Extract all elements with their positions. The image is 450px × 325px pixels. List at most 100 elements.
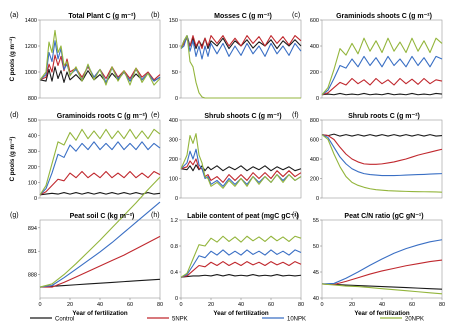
panel-letter: (h) [151,212,160,219]
y-tick-label: 600 [310,138,319,144]
series-line-20npk [39,128,161,196]
series-line-5npk [180,35,302,50]
y-tick-label: 0.8 [170,244,178,250]
series-line-5npk [180,261,302,278]
series-line-control [321,92,443,96]
panel-e: 0 100 200 300 400 (e) Shrub shoots C (g m⁻²) [151,112,302,202]
y-tick-label: 0 [175,296,178,302]
legend-label: Control [55,317,74,323]
panel-title: Total Plant C (g m⁻²) [68,13,135,20]
y-tick-label: 0.4 [170,270,178,276]
y-tick-label: 100 [169,44,178,50]
x-tick-label: 40 [238,302,244,308]
series-line-10npk [39,201,161,288]
x-axis-label: Year of fertilization [354,310,410,317]
panel-letter: (b) [151,12,160,19]
series-line-20npk [180,133,302,189]
series-line-10npk [321,134,443,177]
y-tick-label: 50 [313,244,319,250]
y-tick-label: 300 [169,138,178,144]
panel-letter: (e) [151,112,160,119]
legend-item-10npk: 10NPK [262,317,306,323]
y-axis-label: C pools (g m⁻²) [9,137,16,182]
series-line-10npk [180,249,302,278]
series-line-5npk [321,77,443,96]
series-line-control [321,133,443,137]
y-tick-label: 400 [28,134,37,140]
panel-letter: (f) [292,112,299,119]
y-tick-label: 0 [34,196,37,202]
y-tick-label: 300 [28,149,37,155]
y-tick-label: 500 [28,118,37,124]
x-tick-label: 20 [349,302,355,308]
x-tick-label: 0 [320,302,323,308]
plot-frame [39,19,161,99]
panel-title: Graminiods shoots C (g m⁻²) [336,13,432,20]
legend-item-20npk: 20NPK [380,317,424,323]
panel-letter: (d) [10,112,19,119]
legend-item-5npk: 5NPK [147,317,188,323]
series-line-10npk [39,40,161,83]
panel-c: 0 200 400 600 (c) Graminiods shoots C (g m⁻²) [292,12,443,102]
y-tick-label: 200 [169,157,178,163]
panel-f: 0 200 400 600 800 (f) Shrub roots C (g m⁻²) [292,112,443,202]
series-line-20npk [321,283,443,295]
x-tick-label: 60 [127,302,133,308]
series-line-control [180,274,302,278]
legend-label: 5NPK [172,317,188,323]
plot-frame [180,219,302,299]
y-tick-label: 0 [316,196,319,202]
y-tick-label: 1200 [25,44,37,50]
y-tick-label: 891 [28,249,37,255]
legend-label: 10NPK [287,317,306,323]
y-tick-label: 150 [169,18,178,24]
panel-letter: (a) [10,12,19,19]
y-tick-label: 1.2 [170,218,178,224]
y-tick-label: 55 [313,218,319,224]
y-tick-label: 400 [310,44,319,50]
x-tick-label: 20 [67,302,73,308]
series-line-5npk [40,235,161,288]
plot-frame [180,19,302,99]
panel-letter: (i) [292,212,298,219]
x-tick-label: 0 [38,302,41,308]
panel-letter: (c) [292,12,300,19]
x-tick-label: 60 [409,302,415,308]
y-tick-label: 800 [310,118,319,124]
x-axis-label: Year of fertilization [72,310,128,317]
series-line-control [321,283,443,290]
y-tick-label: 1400 [25,18,37,24]
y-tick-label: 800 [28,96,37,102]
y-tick-label: 50 [172,70,178,76]
x-tick-label: 40 [97,302,103,308]
panel-title: Shrub roots C (g m⁻²) [348,113,420,120]
y-tick-label: 0 [175,196,178,202]
y-tick-label: 200 [310,177,319,183]
plot-frame [39,119,161,199]
panel-i: 40 45 50 55 0 20 40 60 80 (i) Peat C/N ratio (gC g… [292,212,445,317]
panel-title: Labile content of peat (mgC gC⁻¹) [187,213,299,220]
x-tick-label: 40 [379,302,385,308]
series-line-control [39,191,161,196]
series-line-20npk [321,37,443,96]
series-line-control [180,164,302,172]
x-tick-label: 80 [157,302,163,308]
series-line-20npk [39,29,161,86]
panel-b: 0 50 100 150 (b) Mosses C (g m⁻²) [151,12,302,102]
series-line-control [39,278,161,288]
y-tick-label: 888 [28,273,37,279]
series-line-5npk [39,170,161,196]
panel-title: Peat C/N ratio (gC gN⁻¹) [344,213,423,220]
x-axis-label: Year of fertilization [213,310,269,317]
series-line-20npk [180,235,302,278]
y-tick-label: 600 [310,18,319,24]
y-tick-label: 1000 [25,70,37,76]
y-tick-label: 200 [28,165,37,171]
series-line-10npk [180,35,302,60]
y-tick-label: 45 [313,270,319,276]
panel-title: Peat soil C (kg m⁻²) [70,213,135,220]
series-line-20npk [180,35,301,99]
y-tick-label: 200 [310,70,319,76]
